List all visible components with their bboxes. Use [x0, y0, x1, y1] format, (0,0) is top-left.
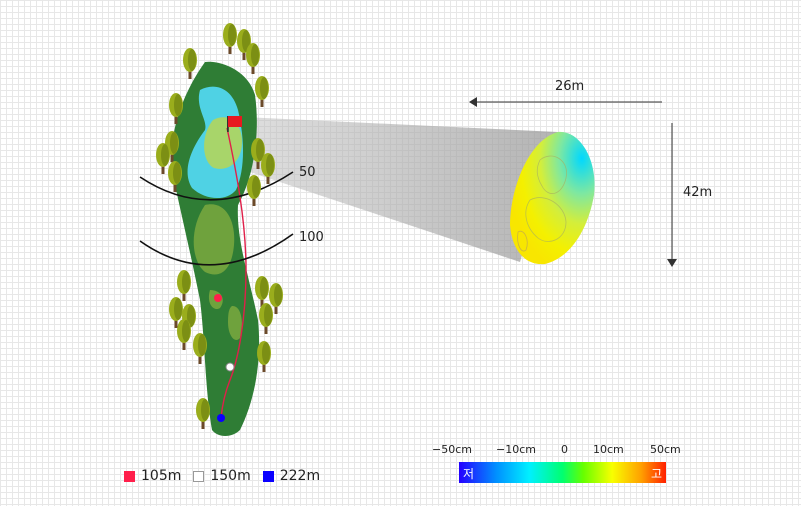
- legend-item-222m: 222m: [262, 468, 321, 484]
- distance-label-50: 50: [299, 165, 316, 180]
- green-depth-label: 42m: [683, 185, 713, 200]
- scale-tick-10: 10cm: [593, 443, 624, 456]
- legend-label: 222m: [279, 468, 321, 484]
- scale-tick-minus10: −10cm: [496, 443, 536, 456]
- legend-label: 105m: [141, 468, 182, 484]
- shot-route: [220, 127, 247, 419]
- legend-swatch-red: [124, 470, 135, 482]
- flag-pole: [227, 116, 229, 132]
- flag: [228, 116, 242, 127]
- distance-arc-100: [139, 233, 294, 266]
- zoom-beam: [244, 117, 558, 262]
- marker-105m: [214, 294, 222, 302]
- shot-legend: 105m 150m 222m: [124, 468, 320, 484]
- depth-arrowhead: [667, 259, 677, 267]
- scale-tick-minus50: −50cm: [432, 443, 472, 456]
- marker-222m: [217, 414, 225, 422]
- distance-label-100: 100: [299, 230, 324, 245]
- legend-swatch-blue: [262, 470, 274, 482]
- width-arrowhead: [469, 97, 477, 107]
- scale-tick-zero: 0: [561, 443, 568, 456]
- scale-high-label: 고: [650, 467, 662, 481]
- distance-arc-50: [139, 171, 294, 201]
- green-width-label: 26m: [555, 79, 585, 94]
- green-heatmap: [510, 131, 595, 265]
- fairway-lower: [193, 204, 235, 275]
- legend-item-105m: 105m: [124, 468, 181, 484]
- elevation-color-scale: 저 고: [459, 462, 666, 483]
- scale-tick-50: 50cm: [650, 443, 681, 456]
- legend-swatch-white: [193, 470, 205, 482]
- marker-150m: [225, 362, 235, 372]
- scale-low-label: 저: [463, 467, 475, 481]
- legend-item-150m: 150m: [193, 468, 251, 484]
- legend-label: 150m: [210, 468, 251, 484]
- fairway-patch-2: [228, 305, 242, 341]
